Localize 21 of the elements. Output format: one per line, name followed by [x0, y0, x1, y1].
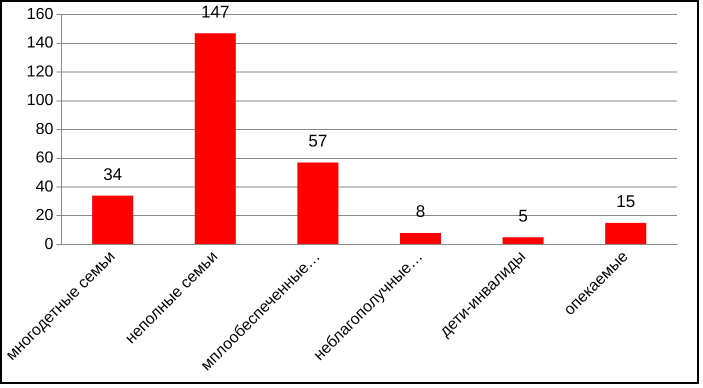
bar	[400, 232, 442, 244]
data-label: 15	[616, 192, 636, 212]
data-label: 147	[201, 2, 230, 22]
bar	[194, 33, 236, 244]
bar	[92, 196, 134, 244]
y-tick-label: 100	[26, 92, 54, 110]
y-tick-label: 140	[26, 34, 54, 52]
y-tick-label: 80	[36, 120, 54, 138]
bar	[502, 237, 544, 244]
y-tick-label: 20	[36, 207, 54, 224]
data-label: 8	[416, 202, 426, 222]
y-tick-label: 0	[44, 236, 54, 253]
y-tick-label: 40	[36, 178, 54, 196]
data-label: 5	[518, 206, 528, 226]
bar	[297, 162, 338, 244]
bar	[605, 222, 646, 244]
data-label: 57	[308, 132, 328, 151]
y-tick-label: 160	[26, 6, 54, 24]
data-label: 34	[103, 164, 122, 184]
y-tick-label: 60	[36, 150, 54, 167]
y-tick-label: 120	[26, 63, 54, 80]
